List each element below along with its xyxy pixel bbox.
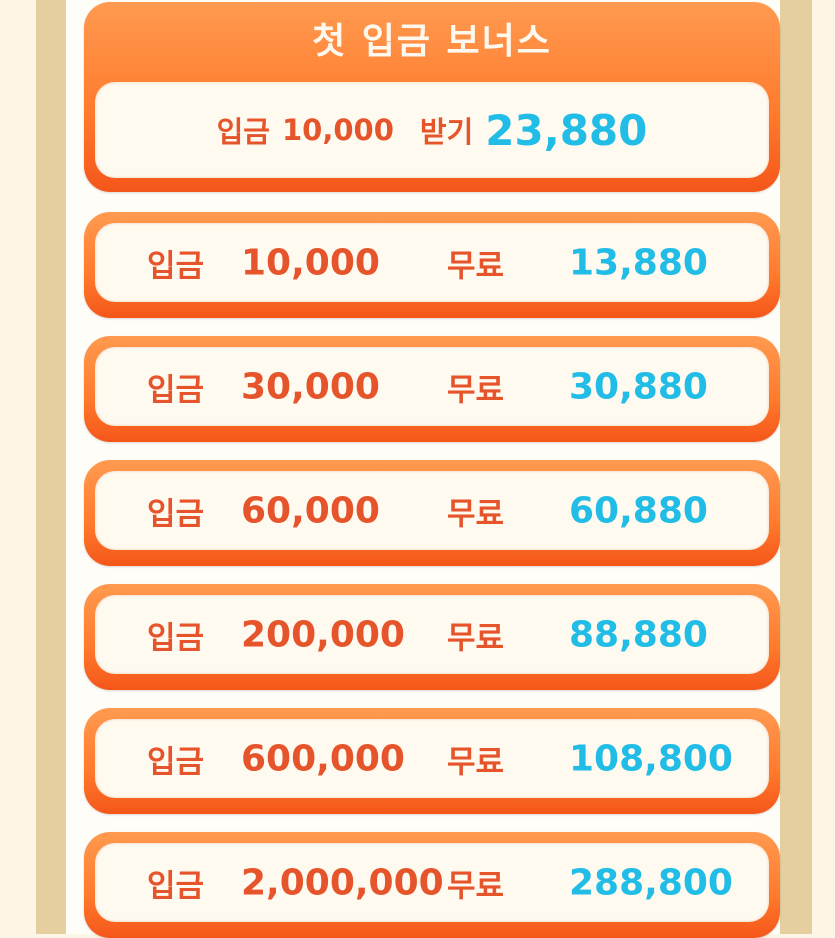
- deposit-amount: 60,000: [241, 490, 380, 531]
- deposit-amount: 600,000: [241, 738, 405, 779]
- deposit-label: 입금: [147, 744, 205, 780]
- free-amount: 288,800: [569, 862, 733, 903]
- free-label: 무료: [447, 248, 505, 284]
- receive-amount: 23,880: [485, 105, 648, 155]
- deposit-amount: 10,000: [282, 113, 394, 147]
- free-amount: 60,880: [569, 490, 708, 531]
- deposit-label: 입금: [147, 248, 205, 284]
- receive-label: 받기: [419, 115, 474, 149]
- free-amount: 88,880: [569, 614, 708, 655]
- bonus-tier-row[interactable]: 입금 30,000 무료 30,880: [84, 336, 780, 442]
- bonus-tier-row[interactable]: 입금 2,000,000 무료 288,800: [84, 832, 780, 938]
- free-amount: 13,880: [569, 242, 708, 283]
- deposit-amount: 10,000: [241, 242, 380, 283]
- deposit-label: 입금: [147, 620, 205, 656]
- deposit-label: 입금: [216, 115, 270, 149]
- deposit-label: 입금: [147, 372, 205, 408]
- deposit-amount: 2,000,000: [241, 862, 444, 903]
- bonus-tier-row[interactable]: 입금 60,000 무료 60,880: [84, 460, 780, 566]
- bonus-tier-row[interactable]: 입금 10,000 무료 13,880: [84, 212, 780, 318]
- free-amount: 108,800: [569, 738, 733, 779]
- free-label: 무료: [447, 620, 505, 656]
- first-deposit-bonus-card[interactable]: 첫 입금 보너스 입금 10,000 받기 23,880: [84, 2, 780, 192]
- free-amount: 30,880: [569, 366, 708, 407]
- free-label: 무료: [447, 496, 505, 532]
- right-frame: [780, 0, 812, 934]
- free-label: 무료: [447, 372, 505, 408]
- deposit-amount: 30,000: [241, 366, 380, 407]
- deposit-label: 입금: [147, 496, 205, 532]
- bonus-tier-row[interactable]: 입금 600,000 무료 108,800: [84, 708, 780, 814]
- bonus-tier-row[interactable]: 입금 200,000 무료 88,880: [84, 584, 780, 690]
- free-label: 무료: [447, 868, 505, 904]
- bonus-title: 첫 입금 보너스: [312, 21, 552, 62]
- left-frame: [36, 0, 66, 934]
- deposit-label: 입금: [147, 868, 205, 904]
- deposit-amount: 200,000: [241, 614, 405, 655]
- free-label: 무료: [447, 744, 505, 780]
